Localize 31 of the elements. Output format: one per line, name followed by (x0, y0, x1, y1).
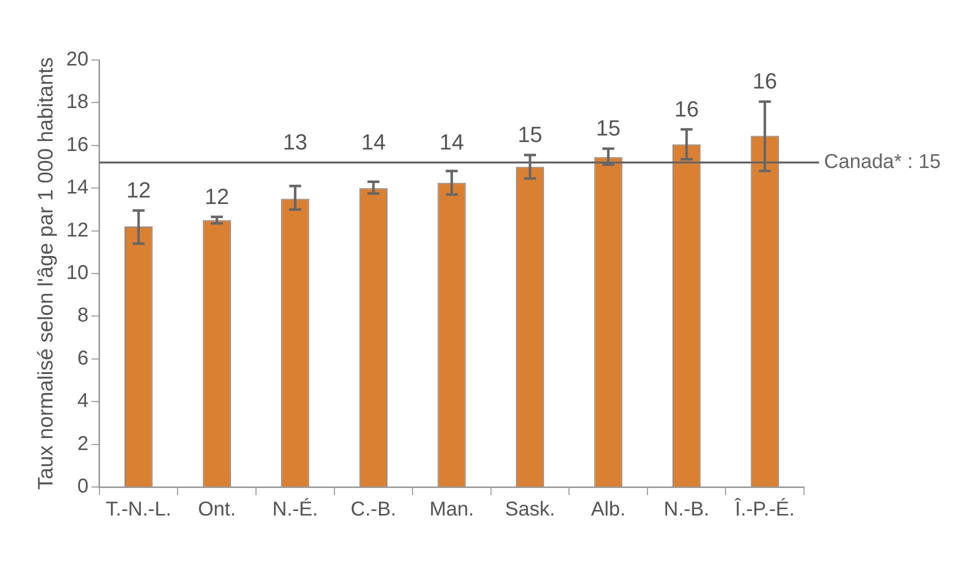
data-label: 12 (126, 178, 151, 203)
data-label: 12 (204, 184, 230, 209)
y-tick-label: 18 (66, 91, 88, 114)
data-label: 15 (518, 122, 542, 148)
data-label: 14 (439, 130, 464, 155)
x-tick-label: Î.-P.-É. (734, 498, 795, 521)
data-label: 16 (752, 68, 778, 94)
x-tick-label: C.-B. (350, 498, 396, 521)
y-tick-label: 16 (66, 134, 88, 156)
x-tick-label: Ont. (198, 498, 236, 521)
data-label: 13 (282, 130, 308, 155)
x-tick-label: N.-É. (272, 498, 318, 521)
y-tick-label: 0 (77, 476, 88, 498)
data-label: 14 (361, 130, 386, 155)
x-tick-label: Alb. (591, 498, 626, 521)
y-axis-title: Taux normalisé selon l'âge par 1 000 habitants (34, 57, 58, 490)
y-tick-label: 4 (77, 390, 88, 412)
data-label: 16 (674, 96, 699, 122)
x-tick-label: Man. (429, 498, 474, 521)
y-tick-label: 14 (66, 176, 88, 199)
data-label: 15 (596, 116, 621, 141)
y-tick-label: 8 (77, 304, 88, 327)
ref-line-label: Canada* : 15 (824, 150, 941, 173)
x-tick-label: Sask. (504, 498, 556, 521)
y-tick-label: 6 (77, 347, 88, 370)
y-tick-label: 20 (66, 48, 88, 71)
x-tick-label: N.-B. (664, 498, 710, 521)
y-tick-label: 12 (66, 219, 88, 242)
y-tick-label: 2 (77, 432, 88, 455)
x-tick-label: T.-N.-L. (106, 498, 172, 521)
y-tick-label: 10 (66, 262, 88, 284)
